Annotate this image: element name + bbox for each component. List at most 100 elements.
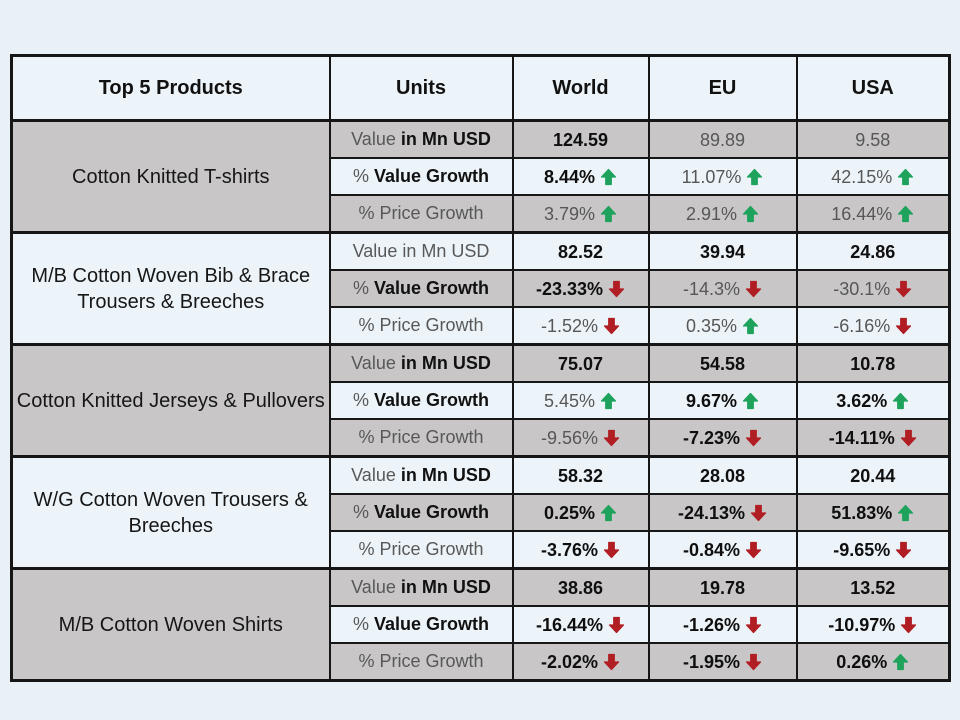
product-name-cell: M/B Cotton Woven Shirts <box>10 567 331 682</box>
value-cell: 54.58 <box>647 343 798 383</box>
up-arrow-icon <box>742 205 759 222</box>
value-cell: 28.08 <box>647 455 798 495</box>
table-row: % Price Growth 3.79% 2.91% 16.44% <box>12 194 951 234</box>
value-cell: -0.84% <box>647 530 798 570</box>
value-cell: 38.86 <box>511 567 650 607</box>
value-cell: -9.56% <box>511 418 650 458</box>
down-arrow-icon <box>745 653 762 670</box>
cell-value: 0.35% <box>685 315 738 336</box>
unit-label-cell: % Price Growth <box>328 306 514 346</box>
down-arrow-icon <box>603 541 620 558</box>
cell-value: -6.16% <box>833 315 891 336</box>
down-arrow-icon <box>750 504 767 521</box>
value-cell: 58.32 <box>511 455 650 495</box>
cell-value: 13.52 <box>850 577 896 598</box>
unit-label-cell: Value in Mn USD <box>328 343 514 383</box>
cell-value: 42.15% <box>831 166 893 187</box>
cell-value: -10.97% <box>828 614 896 635</box>
table-row: Cotton Knitted T-shirts Value in Mn USD 12… <box>10 119 951 234</box>
cell-value: -2.02% <box>540 651 599 672</box>
unit-label-pre: % <box>352 502 374 522</box>
cell-value: -9.56% <box>540 427 599 448</box>
up-arrow-icon <box>600 392 617 409</box>
unit-label-pre: % <box>352 166 374 186</box>
product-name-cell: M/B Cotton Woven Bib & Brace Trousers & … <box>10 231 331 346</box>
unit-label-pre: Value <box>351 465 401 485</box>
value-cell: 24.86 <box>795 231 951 271</box>
unit-label-cell: % Price Growth <box>328 530 514 570</box>
value-cell: -14.3% <box>647 269 798 308</box>
unit-label-main: in Mn USD <box>400 577 491 597</box>
cell-value: 82.52 <box>557 241 604 262</box>
cell-value: 20.44 <box>850 465 896 486</box>
cell-value: 0.26% <box>836 651 888 672</box>
value-cell: -24.13% <box>647 493 798 532</box>
cell-value: 10.78 <box>850 353 896 374</box>
value-cell: 2.91% <box>647 194 798 234</box>
unit-label-cell: Value in Mn USD <box>328 119 514 159</box>
value-cell: -30.1% <box>795 269 951 308</box>
value-cell: -9.65% <box>795 530 951 570</box>
value-cell: 19.78 <box>647 567 798 607</box>
value-cell: -10.97% <box>795 605 951 644</box>
product-name-cell: Cotton Knitted T-shirts <box>10 119 331 234</box>
value-cell: 0.25% <box>511 493 650 532</box>
value-cell: 124.59 <box>511 119 650 159</box>
unit-label-cell: % Price Growth <box>328 418 514 458</box>
value-cell: 0.26% <box>795 642 951 682</box>
unit-label-pre: Value <box>351 353 401 373</box>
up-arrow-icon <box>600 205 617 222</box>
table-row: % Value Growth -23.33% -14.3% -30.1% <box>12 269 951 308</box>
up-arrow-icon <box>893 392 909 409</box>
unit-label-main: in Mn USD <box>400 353 491 373</box>
value-cell: 13.52 <box>795 567 951 607</box>
cell-value: -23.33% <box>535 278 604 299</box>
value-cell: 0.35% <box>647 306 798 346</box>
value-cell: 16.44% <box>795 194 951 234</box>
table-row: W/G Cotton Woven Trousers & Breeches Valu… <box>10 455 951 570</box>
column-header-products: Top 5 Products <box>10 54 331 122</box>
up-arrow-icon <box>600 168 617 185</box>
unit-label-cell: % Value Growth <box>328 269 514 308</box>
value-cell: 11.07% <box>647 157 798 196</box>
value-cell: -23.33% <box>511 269 650 308</box>
table-row: % Price Growth -1.52% 0.35% -6.16% <box>12 306 951 346</box>
unit-label-main: Value Growth <box>373 390 490 410</box>
column-header-eu: EU <box>647 54 798 122</box>
cell-value: -30.1% <box>833 278 891 299</box>
cell-value: 3.79% <box>543 203 596 224</box>
down-arrow-icon <box>608 616 625 633</box>
value-cell: 75.07 <box>511 343 650 383</box>
table-row: % Value Growth 0.25% -24.13% 51.83% <box>12 493 951 532</box>
unit-label-cell: % Value Growth <box>328 493 514 532</box>
value-cell: 42.15% <box>795 157 951 196</box>
cell-value: -14.11% <box>828 427 895 448</box>
table-row: % Price Growth -9.56% -7.23% -14.11% <box>12 418 951 458</box>
products-table: Top 5 Products Units World EU USA Cotton… <box>10 54 951 682</box>
down-arrow-icon <box>603 653 620 670</box>
unit-label-cell: Value in Mn USD <box>328 231 514 271</box>
cell-value: 54.58 <box>699 353 746 374</box>
up-arrow-icon <box>747 168 763 185</box>
cell-value: -0.84% <box>682 539 741 560</box>
up-arrow-icon <box>742 392 759 409</box>
value-cell: 89.89 <box>647 119 798 159</box>
unit-label-pre: % Price Growth <box>358 539 484 559</box>
up-arrow-icon <box>600 504 617 521</box>
down-arrow-icon <box>896 280 912 297</box>
down-arrow-icon <box>745 541 762 558</box>
table-row: M/B Cotton Woven Bib & Brace Trousers & … <box>10 231 951 346</box>
value-cell: -14.11% <box>795 418 951 458</box>
column-header-world: World <box>511 54 650 122</box>
cell-value: -3.76% <box>540 539 599 560</box>
unit-label-pre: % <box>352 614 374 634</box>
value-cell: -1.95% <box>647 642 798 682</box>
table-row: % Value Growth -16.44% -1.26% -10.97% <box>12 605 951 644</box>
product-name-cell: Cotton Knitted Jerseys & Pullovers <box>10 343 331 458</box>
unit-label-cell: % Value Growth <box>328 157 514 196</box>
cell-value: 9.58 <box>855 129 891 150</box>
unit-label-cell: % Value Growth <box>328 605 514 644</box>
table-row: % Value Growth 8.44% 11.07% 42.15% <box>12 157 951 196</box>
unit-label-cell: Value in Mn USD <box>328 455 514 495</box>
down-arrow-icon <box>745 280 762 297</box>
